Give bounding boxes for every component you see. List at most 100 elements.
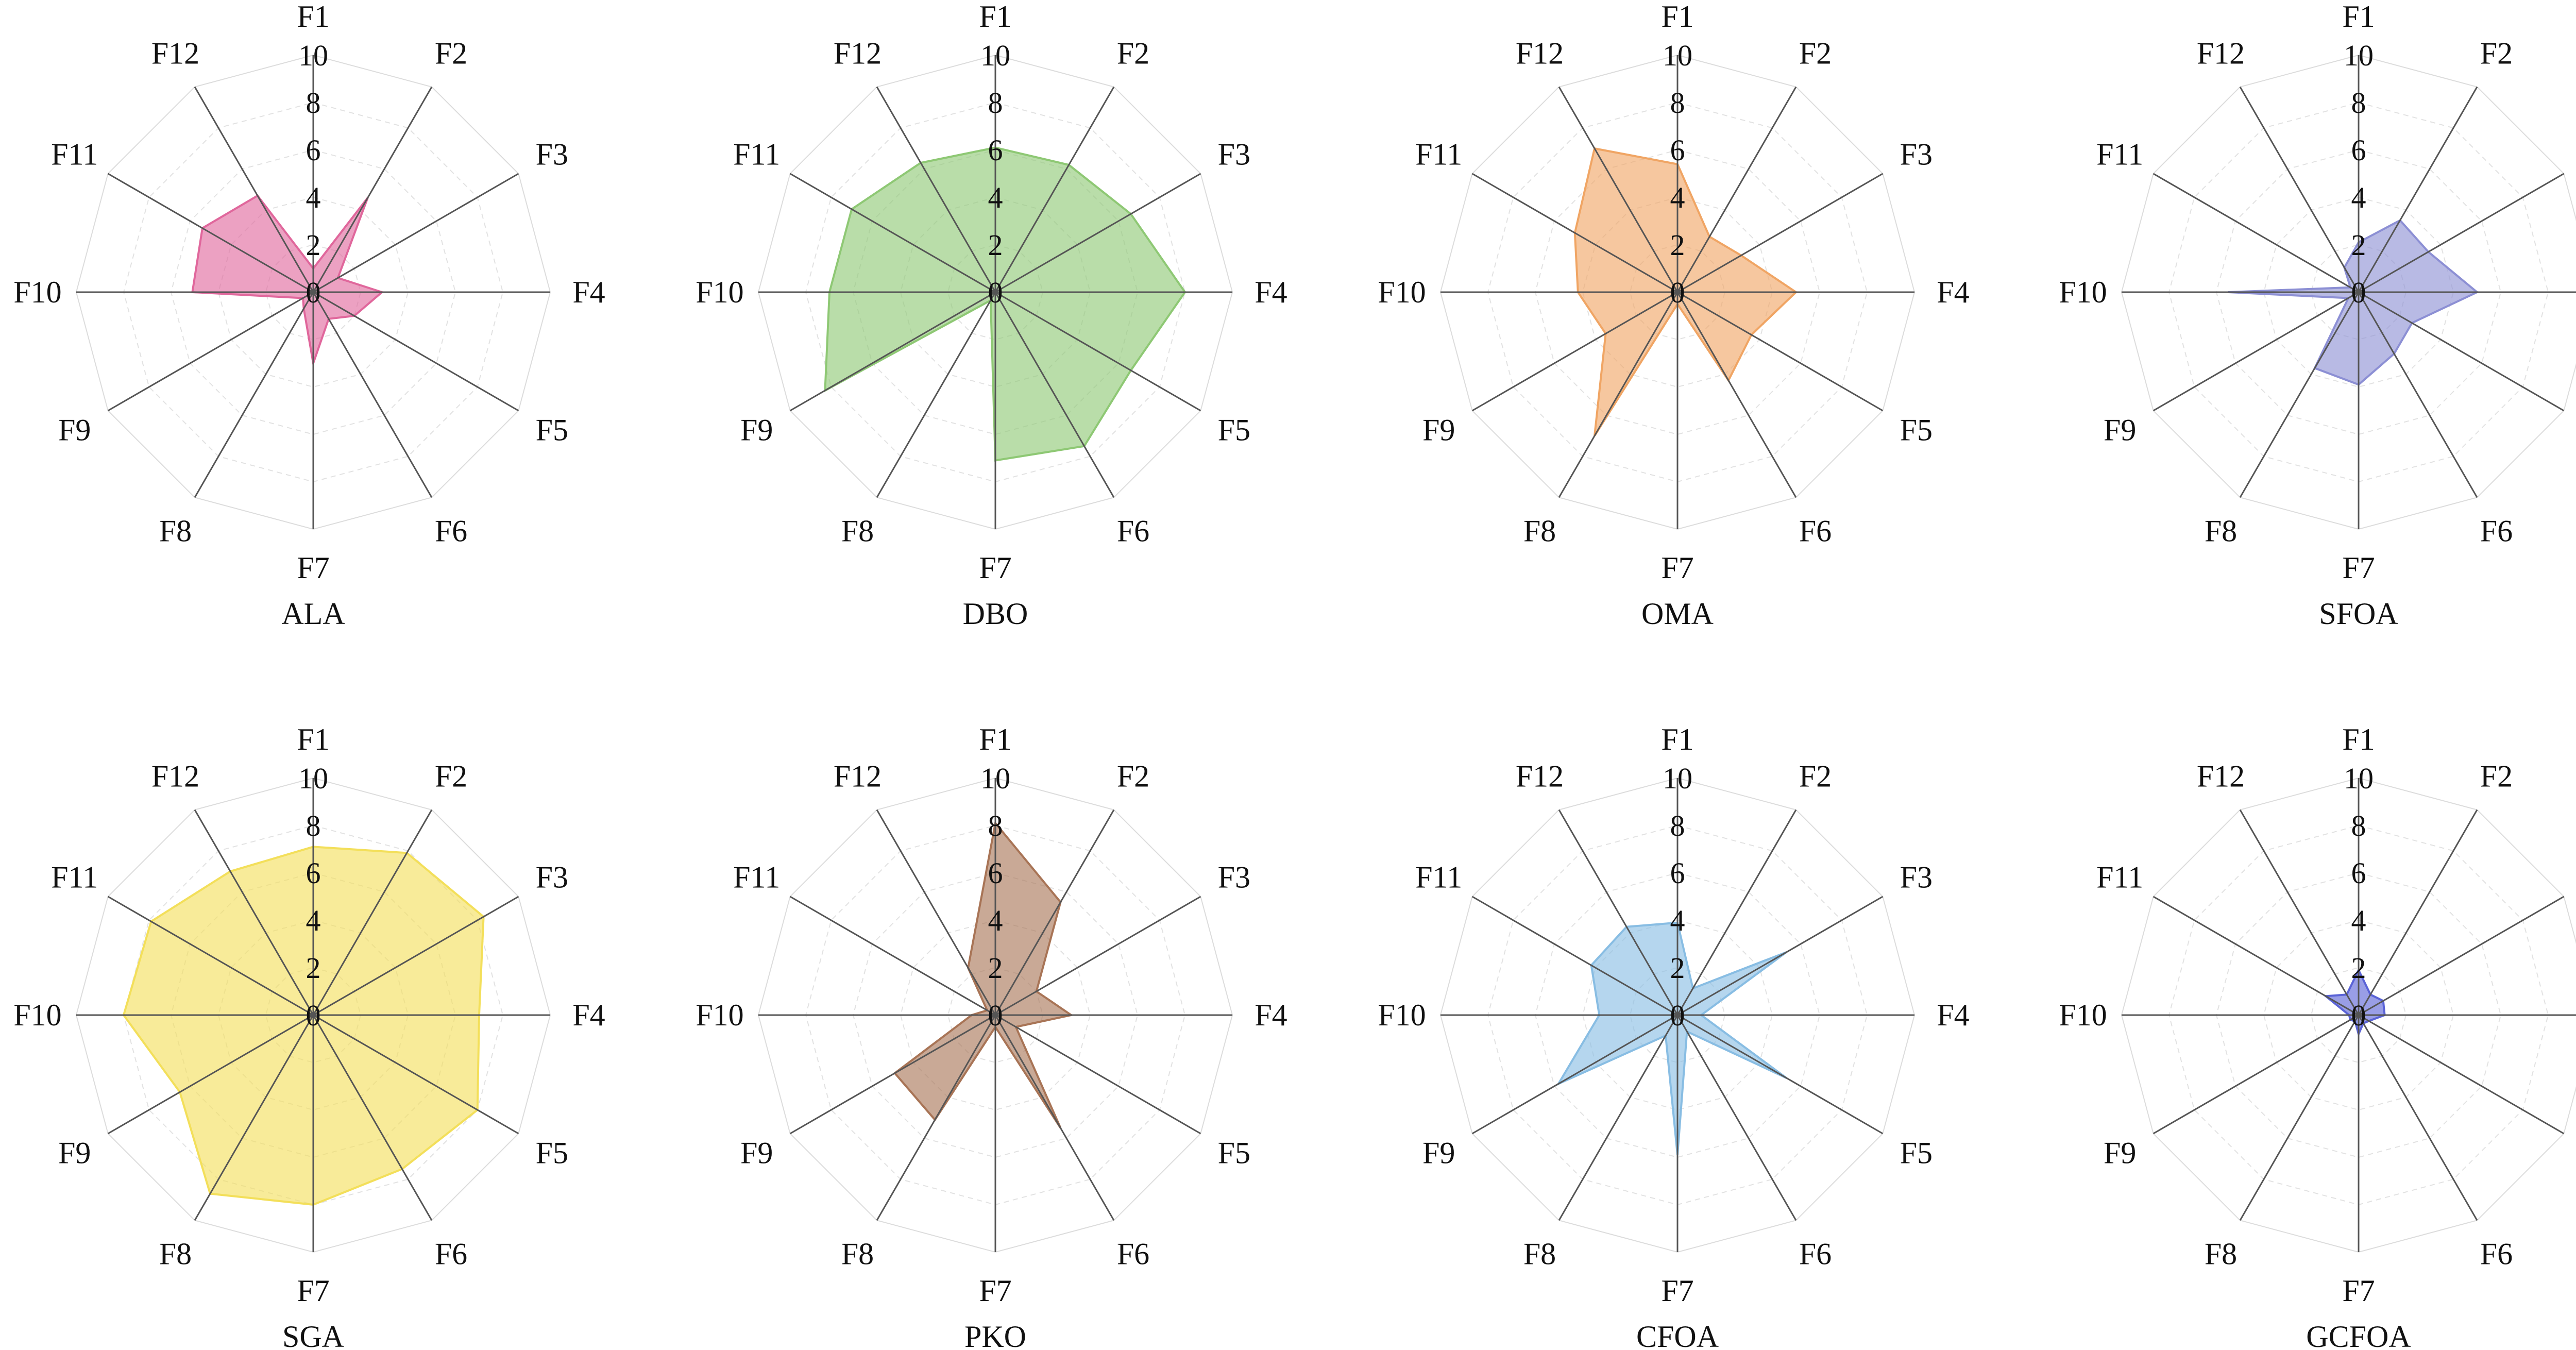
axis-label-f8: F8 bbox=[1523, 514, 1556, 548]
panel-title: OMA bbox=[1641, 597, 1714, 631]
axis-label-f8: F8 bbox=[2205, 1237, 2237, 1271]
axis-label-f2: F2 bbox=[1799, 37, 1832, 71]
axis-spoke bbox=[995, 896, 1201, 1016]
axis-label-f9: F9 bbox=[58, 1136, 91, 1170]
axis-label-f10: F10 bbox=[696, 998, 743, 1032]
axis-label-f4: F4 bbox=[1937, 998, 1969, 1032]
panel-title: CFOA bbox=[1636, 1320, 1719, 1350]
radial-tick-label: 6 bbox=[2351, 856, 2366, 890]
axis-label-f8: F8 bbox=[159, 514, 192, 548]
axis-label-f11: F11 bbox=[51, 138, 98, 172]
axis-label-f3: F3 bbox=[536, 860, 568, 895]
axis-spoke bbox=[994, 292, 1115, 498]
radial-tick-label: 4 bbox=[2351, 904, 2366, 937]
axis-label-f6: F6 bbox=[435, 514, 467, 548]
radial-tick-label: 10 bbox=[2344, 39, 2374, 72]
axis-label-f1: F1 bbox=[2342, 0, 2375, 33]
panel-title: DBO bbox=[963, 597, 1028, 631]
axis-spoke bbox=[194, 1015, 314, 1221]
axis-label-f4: F4 bbox=[1255, 998, 1287, 1032]
panel-title: PKO bbox=[964, 1320, 1026, 1350]
radial-tick-label: 4 bbox=[2351, 181, 2366, 214]
radial-tick-label: 6 bbox=[2351, 133, 2366, 167]
axis-label-f10: F10 bbox=[13, 275, 61, 309]
radial-tick-label: 2 bbox=[988, 228, 1003, 262]
radial-tick-label: 6 bbox=[988, 133, 1003, 167]
axis-label-f8: F8 bbox=[1523, 1237, 1556, 1271]
axis-spoke bbox=[994, 1015, 1115, 1221]
radar-sfoa: 0246810F1F2F3F4F5F6F7F8F9F10F11F12SFOA bbox=[2059, 0, 2576, 631]
radial-tick-label: 0 bbox=[1670, 999, 1685, 1032]
radial-tick-label: 8 bbox=[988, 809, 1003, 842]
panel-title: SGA bbox=[282, 1320, 344, 1350]
axis-label-f11: F11 bbox=[1415, 138, 1462, 172]
axis-label-f1: F1 bbox=[297, 0, 329, 33]
radial-tick-label: 8 bbox=[1670, 809, 1685, 842]
axis-spoke bbox=[313, 173, 519, 293]
radial-tick-label: 4 bbox=[1670, 904, 1685, 937]
axis-spoke bbox=[2358, 292, 2478, 498]
axis-label-f5: F5 bbox=[1218, 413, 1250, 447]
axis-spoke bbox=[1677, 291, 1884, 412]
axis-label-f8: F8 bbox=[841, 514, 874, 548]
axis-label-f2: F2 bbox=[435, 760, 467, 794]
axis-spoke bbox=[312, 1015, 433, 1221]
axis-spoke bbox=[2358, 896, 2565, 1016]
axis-label-f9: F9 bbox=[740, 413, 773, 447]
axis-spoke bbox=[2153, 896, 2359, 1016]
radial-tick-label: 10 bbox=[1663, 762, 1692, 795]
radar-sga: 0 2 4 6 8 10 F1 F2 F3 F4 F5 F6 F7 F8 F9 F10 F11 F12 SGA bbox=[13, 722, 605, 1350]
axis-label-f12: F12 bbox=[151, 37, 199, 71]
data-area-pko bbox=[893, 820, 1074, 1129]
axis-spoke bbox=[107, 291, 314, 412]
axis-label-f1: F1 bbox=[979, 0, 1011, 33]
axis-spoke bbox=[313, 1014, 519, 1135]
axis-label-f1: F1 bbox=[297, 722, 329, 756]
axis-spoke bbox=[1558, 809, 1679, 1016]
axis-label-f7: F7 bbox=[2342, 1274, 2375, 1308]
axis-label-f11: F11 bbox=[51, 860, 98, 895]
data-area-sga bbox=[122, 846, 485, 1206]
axis-label-f5: F5 bbox=[1900, 1136, 1933, 1170]
radial-tick-label: 2 bbox=[1670, 228, 1685, 262]
axis-label-f9: F9 bbox=[1422, 1136, 1455, 1170]
axis-spoke bbox=[2358, 291, 2565, 412]
axis-spoke bbox=[2153, 291, 2359, 412]
axis-spoke bbox=[194, 809, 314, 1016]
radial-tick-label: 6 bbox=[1670, 856, 1685, 890]
axis-spoke bbox=[1471, 173, 1678, 293]
axis-label-f6: F6 bbox=[1799, 514, 1832, 548]
radial-tick-label: 8 bbox=[1670, 86, 1685, 120]
axis-label-f6: F6 bbox=[1117, 1237, 1149, 1271]
axis-label-f7: F7 bbox=[979, 551, 1011, 585]
axis-spoke bbox=[313, 291, 519, 412]
radial-tick-label: 6 bbox=[988, 856, 1003, 890]
axis-spoke bbox=[1471, 291, 1678, 412]
axis-spoke bbox=[1558, 86, 1679, 293]
radial-tick-label: 2 bbox=[1670, 951, 1685, 985]
axis-spoke bbox=[1676, 86, 1797, 293]
axis-spoke bbox=[107, 1014, 314, 1135]
axis-label-f11: F11 bbox=[1415, 860, 1462, 895]
axis-label-f12: F12 bbox=[2197, 760, 2245, 794]
radar-gcfoa: 0246810F1F2F3F4F5F6F7F8F9F10F11F12GCFOA bbox=[2059, 722, 2576, 1350]
radial-tick-label: 0 bbox=[988, 276, 1003, 309]
radial-tick-label: 4 bbox=[988, 904, 1003, 937]
axis-spoke bbox=[312, 86, 433, 293]
axis-label-f7: F7 bbox=[1661, 551, 1693, 585]
axis-label-f5: F5 bbox=[1900, 413, 1933, 447]
axis-spoke bbox=[995, 1014, 1201, 1135]
axis-spoke bbox=[194, 292, 314, 498]
axis-label-f12: F12 bbox=[2197, 37, 2245, 71]
radial-tick-label: 10 bbox=[1663, 39, 1692, 72]
axis-label-f7: F7 bbox=[297, 551, 329, 585]
axis-spoke bbox=[1677, 1014, 1884, 1135]
axis-label-f4: F4 bbox=[572, 275, 605, 309]
axis-spoke bbox=[789, 896, 996, 1016]
axis-label-f10: F10 bbox=[1378, 275, 1426, 309]
radial-tick-label: 6 bbox=[306, 133, 321, 167]
axis-label-f2: F2 bbox=[1117, 37, 1149, 71]
axis-label-f1: F1 bbox=[2342, 722, 2375, 756]
axis-spoke bbox=[2358, 86, 2478, 293]
axis-label-f10: F10 bbox=[13, 998, 61, 1032]
